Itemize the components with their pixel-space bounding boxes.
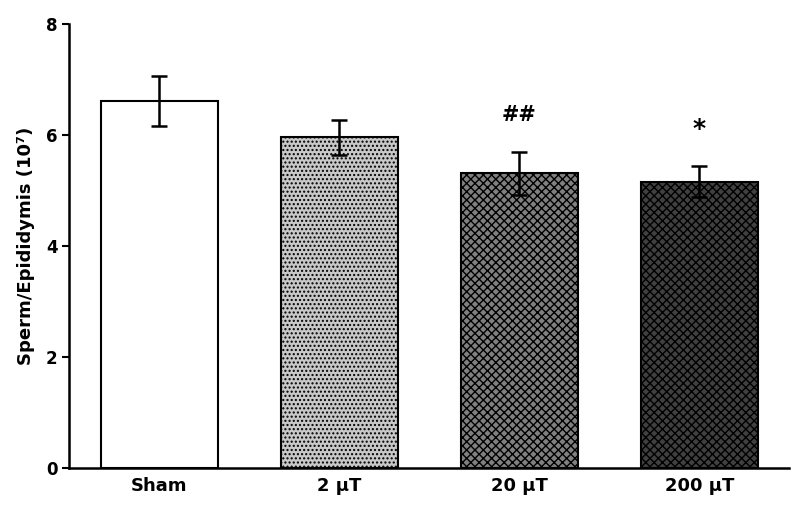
Text: *: * — [692, 117, 706, 141]
Y-axis label: Sperm/Epididymis (10⁷): Sperm/Epididymis (10⁷) — [17, 126, 35, 365]
Bar — [461, 174, 578, 467]
Bar — [641, 182, 758, 467]
Bar — [280, 137, 398, 467]
Bar — [101, 101, 218, 467]
Text: ##: ## — [502, 104, 537, 124]
